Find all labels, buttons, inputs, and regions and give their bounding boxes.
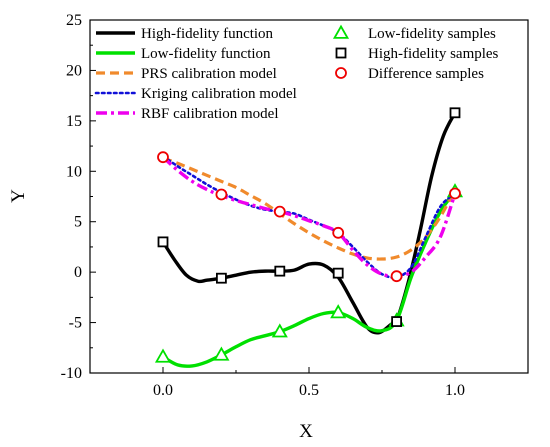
x-tick-label: 0.5 — [299, 382, 319, 399]
point-difference-samples — [157, 151, 169, 164]
legend-label-prs-calibration-model: PRS calibration model — [141, 66, 277, 82]
legend-label-kriging-calibration-model: Kriging calibration model — [141, 86, 297, 102]
legend-label-difference-samples: Difference samples — [368, 66, 484, 82]
plot-layer — [154, 107, 464, 368]
y-tick-label: 10 — [66, 163, 82, 180]
series-line-prs-calibration-model — [162, 156, 457, 261]
series-line-high-fidelity-function — [161, 111, 457, 335]
axis-layer: -10 -5 0 5 10 15 20 25 0.0 0.5 1.0 — [61, 12, 529, 399]
point-high-fidelity-samples — [332, 267, 344, 279]
point-high-fidelity-samples — [157, 236, 169, 248]
legend: High-fidelity function Low-fidelity funct… — [94, 24, 499, 122]
y-tick-label: 5 — [74, 214, 82, 231]
point-low-fidelity-samples — [271, 323, 288, 338]
legend-label-low-fidelity-samples: Low-fidelity samples — [368, 26, 496, 42]
x-tick-label: 1.0 — [445, 382, 465, 399]
legend-marker-difference-samples — [335, 67, 347, 79]
y-axis-title: Y — [8, 189, 29, 203]
legend-marker-low-fidelity-samples — [332, 24, 350, 39]
series-line-rbf-calibration-model — [161, 155, 457, 278]
point-difference-samples — [215, 188, 228, 201]
y-tick-label: -10 — [61, 365, 82, 382]
point-low-fidelity-samples — [154, 348, 172, 363]
legend-marker-high-fidelity-samples — [335, 47, 347, 59]
y-tick-label: 20 — [66, 62, 82, 79]
legend-label-low-fidelity-function: Low-fidelity function — [141, 46, 271, 62]
point-difference-samples — [390, 270, 403, 283]
x-axis-title: X — [299, 421, 313, 442]
legend-label-rbf-calibration-model: RBF calibration model — [141, 106, 278, 122]
series-line-low-fidelity-function — [162, 190, 457, 368]
point-high-fidelity-samples — [449, 107, 461, 119]
x-tick-label: 0.0 — [153, 382, 173, 399]
point-difference-samples — [449, 187, 461, 200]
point-high-fidelity-samples — [215, 272, 227, 284]
y-tick-label: -5 — [69, 315, 82, 332]
y-tick-label: 0 — [74, 264, 82, 281]
y-tick-label: 25 — [66, 12, 82, 29]
legend-label-high-fidelity-function: High-fidelity function — [141, 26, 274, 42]
point-high-fidelity-samples — [391, 316, 403, 327]
point-difference-samples — [273, 205, 286, 218]
legend-label-high-fidelity-samples: High-fidelity samples — [368, 46, 499, 62]
point-difference-samples — [332, 226, 345, 239]
y-tick-label: 15 — [66, 113, 82, 130]
point-high-fidelity-samples — [274, 265, 286, 277]
point-low-fidelity-samples — [213, 346, 230, 361]
point-low-fidelity-samples — [330, 304, 347, 319]
